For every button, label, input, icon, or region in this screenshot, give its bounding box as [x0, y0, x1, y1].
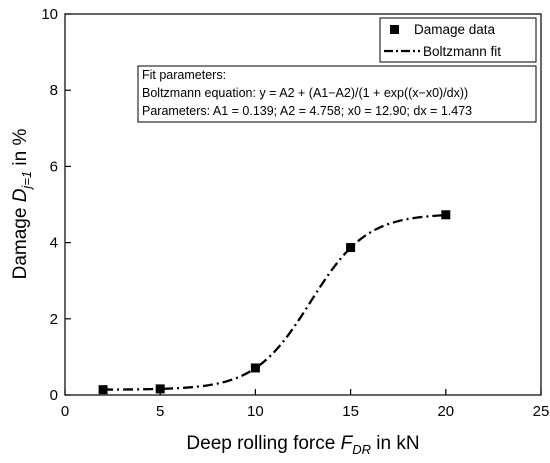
damage-data-point [346, 243, 356, 253]
legend-label-boltzmann-fit: Boltzmann fit [423, 44, 501, 59]
y-axis-title-subscript: j=1 [19, 171, 34, 191]
y-tick-label: 10 [41, 6, 58, 23]
y-axis-ticks: 0 2 4 6 8 10 [41, 6, 71, 404]
legend: Damage data Boltzmann fit [379, 17, 537, 63]
x-tick-label: 15 [342, 403, 359, 420]
x-axis-title: Deep rolling force FDR in kN [186, 433, 419, 457]
plot-frame [64, 13, 542, 396]
x-tick-label: 0 [61, 403, 69, 420]
x-axis-title-suffix: in kN [371, 433, 420, 454]
x-axis-ticks: 0 5 10 15 20 25 [61, 389, 550, 420]
damage-data-point [155, 384, 165, 394]
fit-parameters-frame [137, 65, 537, 123]
y-tick-label: 0 [50, 387, 58, 404]
boltzmann-fit-curve [103, 213, 446, 391]
y-axis-title-suffix: in % [10, 128, 31, 170]
x-tick-label: 5 [156, 403, 164, 420]
y-axis-title-symbol: D [10, 188, 31, 202]
x-tick-label: 20 [437, 403, 454, 420]
damage-data-point [98, 385, 108, 395]
y-axis-title-prefix: Damage [10, 202, 31, 279]
y-tick-label: 2 [50, 311, 58, 328]
x-tick-label: 25 [533, 403, 550, 420]
fit-parameters-equation: Boltzmann equation: y = A2 + (A1−A2)/(1 … [142, 86, 468, 100]
x-axis-title-subscript: DR [352, 442, 371, 457]
y-tick-label: 4 [50, 235, 58, 252]
x-axis-title-prefix: Deep rolling force [186, 433, 340, 454]
fit-parameters-box: Fit parameters: Boltzmann equation: y = … [137, 65, 537, 123]
y-tick-label: 6 [50, 158, 58, 175]
legend-marker-damage-data [390, 25, 399, 34]
legend-box [379, 17, 537, 63]
y-axis-title: Damage Dj=1 in % [10, 128, 34, 279]
fit-parameters-title: Fit parameters: [142, 68, 226, 82]
damage-data-point [250, 363, 260, 373]
fit-parameters-values: Parameters: A1 = 0.139; A2 = 4.758; x0 =… [142, 104, 472, 118]
legend-label-damage-data: Damage data [414, 22, 496, 37]
y-tick-label: 8 [50, 82, 58, 99]
x-axis-title-symbol: F [341, 433, 354, 454]
series-layer [98, 210, 451, 395]
x-tick-label: 10 [247, 403, 264, 420]
damage-data-point [441, 210, 451, 220]
